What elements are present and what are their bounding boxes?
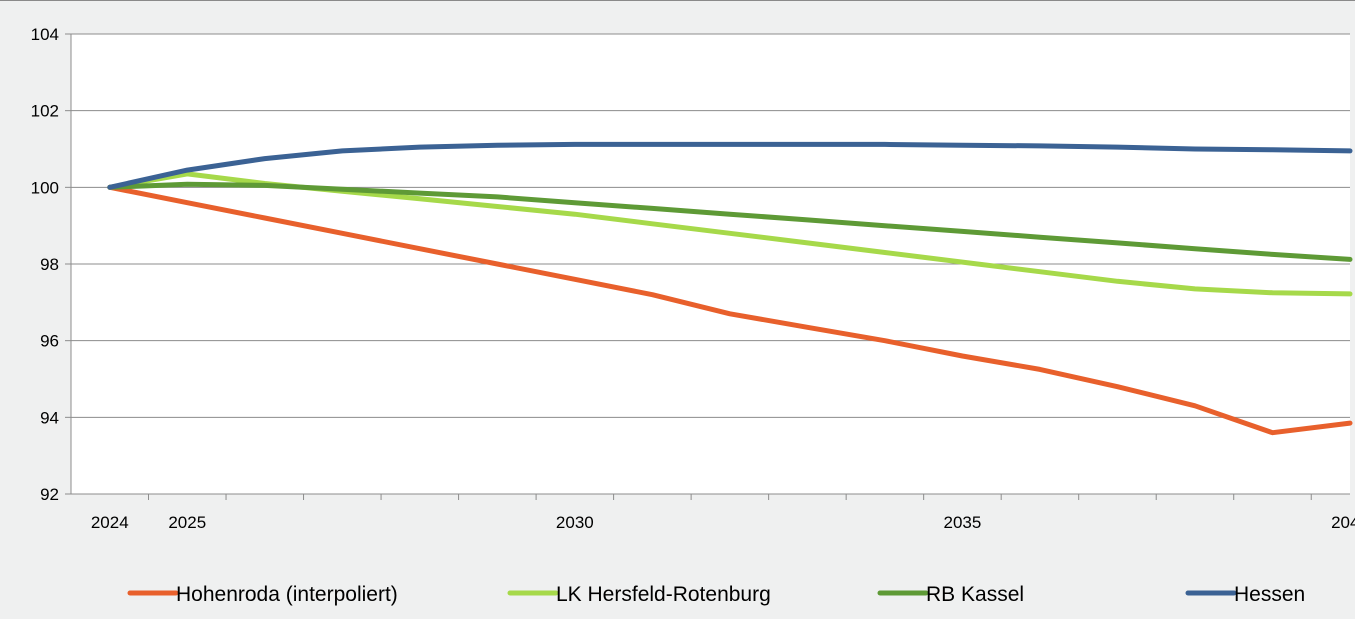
legend-label: Hohenroda (interpoliert) [176, 583, 398, 606]
series-line [107, 184, 1353, 436]
x-tick-label: 2030 [556, 513, 594, 532]
legend-label: RB Kassel [926, 583, 1024, 606]
y-tick-label: 94 [40, 408, 59, 427]
y-tick-label: 98 [40, 255, 59, 274]
series-line [107, 141, 1353, 190]
x-tick-label: 2035 [944, 513, 982, 532]
y-tick-label: 104 [31, 25, 59, 44]
x-tick-label: 2040 [1331, 513, 1355, 532]
y-tick-label: 100 [31, 178, 59, 197]
y-tick-label: 102 [31, 102, 59, 121]
x-tick-label: 2024 [91, 513, 129, 532]
legend-label: LK Hersfeld-Rotenburg [556, 583, 771, 606]
y-tick-label: 96 [40, 332, 59, 351]
series-line [107, 181, 1353, 262]
legend-label: Hessen [1234, 583, 1305, 606]
legend: Hohenroda (interpoliert) LK Hersfeld-Rote… [127, 583, 1305, 606]
x-tick-label: 2025 [168, 513, 206, 532]
y-tick-label: 92 [40, 485, 59, 504]
axes: 92 94 96 98 100 102 104 2024 2025 2030 2035 2040 [31, 25, 1355, 532]
series-lines [107, 141, 1353, 436]
